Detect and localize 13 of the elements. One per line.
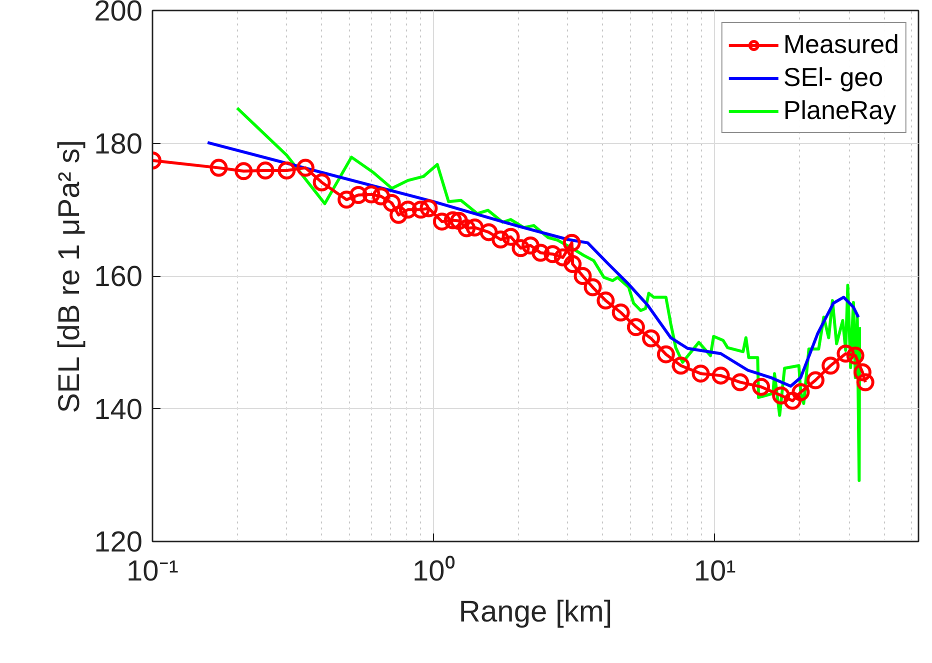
- x-tick-label: 10⁻¹: [126, 556, 179, 588]
- y-tick-label: 120: [94, 526, 143, 558]
- y-tick-label: 140: [94, 394, 143, 426]
- x-tick-label: 10¹: [694, 556, 736, 588]
- y-tick-label: 200: [94, 0, 143, 28]
- x-axis-title: Range [km]: [458, 596, 612, 628]
- legend-label: Measured: [783, 29, 899, 60]
- legend-label: SEl- geo: [783, 62, 884, 93]
- y-tick-label: 180: [94, 128, 143, 160]
- x-tick-label: 10⁰: [412, 556, 455, 588]
- y-tick-label: 160: [94, 261, 143, 293]
- legend-label: PlaneRay: [783, 95, 896, 126]
- y-axis-title: SEL [dB re 1 μPa² s]: [53, 140, 86, 414]
